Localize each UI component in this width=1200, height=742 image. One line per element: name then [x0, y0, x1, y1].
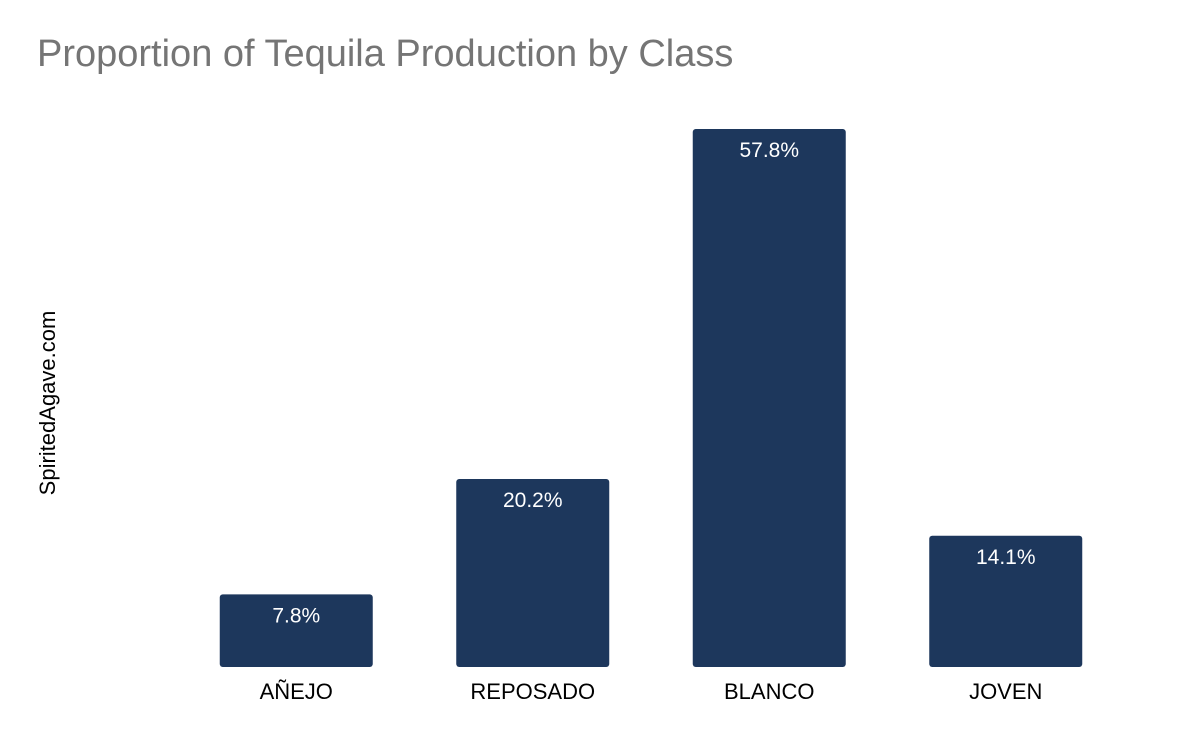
bar-2	[692, 129, 846, 667]
bar-1	[456, 478, 610, 667]
chart-title: Proportion of Tequila Production by Clas…	[37, 33, 734, 75]
x-tick-label-2: BLANCO	[724, 679, 814, 704]
bar-data-label-3: 14.1%	[976, 546, 1036, 569]
x-tick-labels-group: AÑEJO REPOSADO BLANCO JOVEN	[260, 679, 1043, 704]
x-tick-label-3: JOVEN	[969, 679, 1042, 704]
bar-labels-group: 7.8% 20.2% 57.8% 14.1%	[272, 139, 1035, 627]
bar-data-label-1: 20.2%	[503, 489, 563, 512]
bars-group	[219, 129, 1083, 667]
x-tick-label-1: REPOSADO	[470, 679, 595, 704]
bar-data-label-0: 7.8%	[272, 604, 320, 627]
bar-3	[929, 535, 1083, 667]
bar-data-label-2: 57.8%	[739, 139, 799, 162]
bar-0	[219, 594, 373, 667]
x-tick-label-0: AÑEJO	[260, 679, 333, 704]
